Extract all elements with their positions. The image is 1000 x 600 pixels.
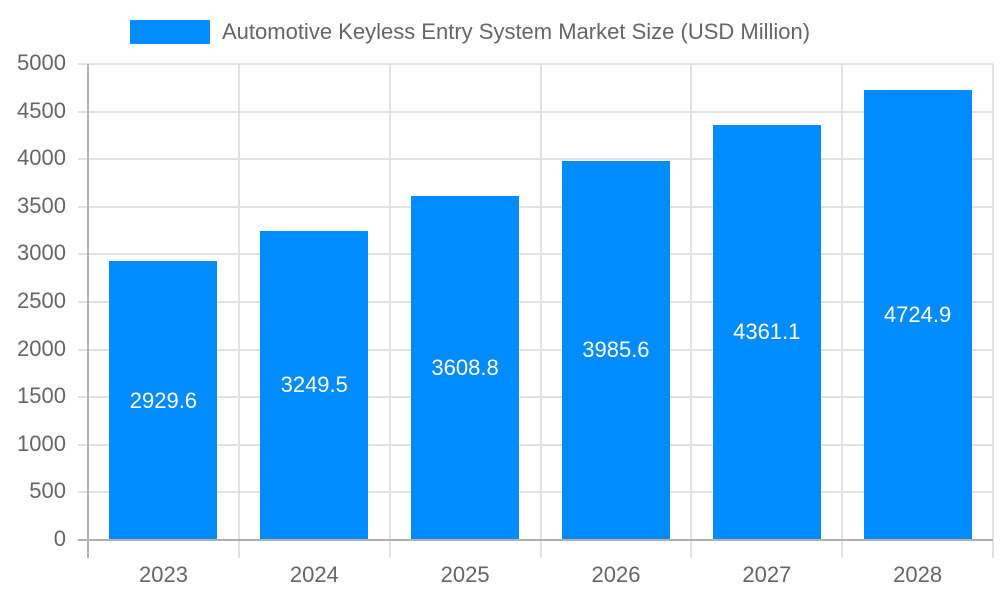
x-tick-label: 2025: [440, 562, 490, 587]
bar-2024[interactable]: [260, 230, 369, 540]
bar-value-label: 3608.8: [431, 355, 499, 381]
bar-2027[interactable]: [712, 124, 821, 540]
gridline-horizontal: [78, 205, 993, 208]
gridline-horizontal: [78, 110, 993, 113]
gridline-horizontal: [78, 253, 993, 256]
y-tick-label: 2500: [17, 288, 66, 313]
bar-2026[interactable]: [561, 160, 670, 540]
y-tick-label: 4500: [17, 97, 66, 123]
y-tick-label: 0: [53, 526, 66, 551]
gridline-vertical: [539, 64, 542, 558]
x-tick-label: 2024: [289, 562, 339, 587]
y-tick-label: 500: [29, 478, 66, 504]
y-tick-label: 4000: [17, 145, 66, 171]
y-tick-label: 1000: [17, 430, 66, 456]
bar-value-label: 4724.9: [883, 302, 952, 328]
y-tick-label: 2000: [17, 335, 66, 361]
x-tick-label: 2026: [591, 562, 641, 587]
gridline-horizontal: [78, 396, 993, 399]
gridline-vertical: [388, 64, 391, 558]
y-tick-label: 5000: [17, 50, 66, 75]
legend-swatch: [130, 20, 210, 44]
gridline-horizontal: [78, 158, 993, 161]
bar-2028[interactable]: [863, 90, 972, 540]
gridline-horizontal: [78, 301, 993, 303]
gridline-vertical: [841, 64, 844, 558]
legend-label: Automotive Keyless Entry System Market S…: [222, 19, 811, 44]
y-tick-label: 3000: [17, 240, 66, 266]
y-axis-line: [87, 64, 89, 558]
bar-value-label: 3985.6: [582, 337, 650, 363]
x-tick-label: 2027: [742, 562, 792, 587]
gridline-horizontal: [78, 491, 993, 494]
gridline-horizontal: [78, 348, 993, 351]
bar-value-label: 2929.6: [129, 387, 198, 413]
gridline-horizontal: [78, 63, 993, 65]
bar-2023[interactable]: [109, 261, 218, 540]
y-tick-label: 1500: [17, 383, 66, 409]
x-axis-line: [78, 539, 993, 541]
x-tick-label: 2023: [139, 562, 188, 587]
gridline-horizontal: [78, 443, 993, 446]
bar-value-label: 4361.1: [733, 319, 801, 345]
gridline-vertical: [992, 64, 994, 558]
y-tick-label: 3500: [17, 192, 66, 218]
chart-legend[interactable]: Automotive Keyless Entry System Market S…: [130, 19, 810, 45]
bar-2025[interactable]: [411, 196, 520, 540]
gridline-vertical: [237, 64, 240, 558]
x-tick-label: 2028: [893, 562, 943, 587]
gridline-vertical: [690, 64, 693, 558]
bar-value-label: 3249.5: [280, 372, 348, 398]
